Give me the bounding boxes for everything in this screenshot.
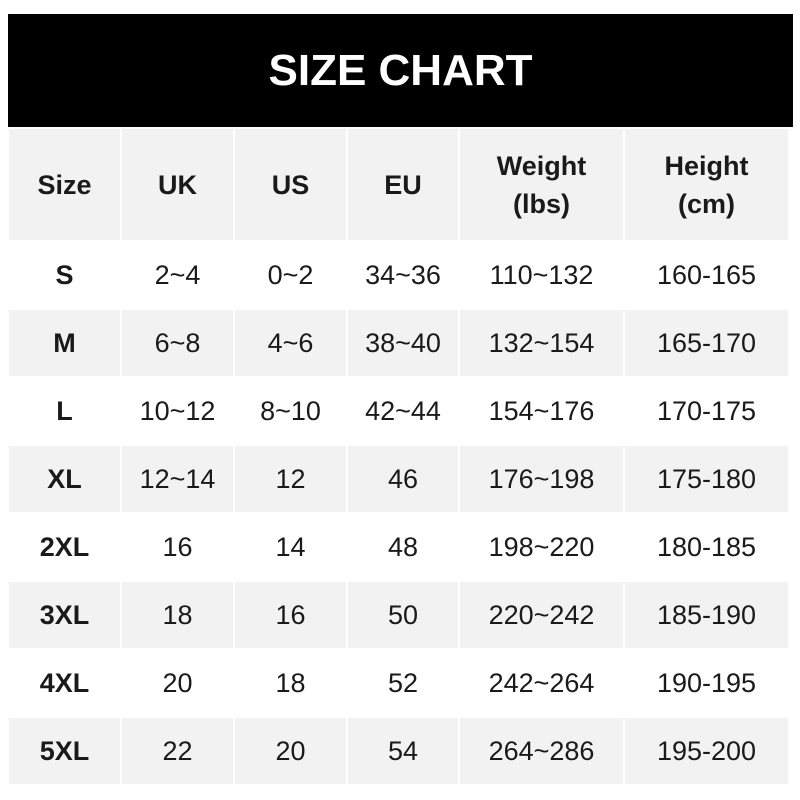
column-header-line: UK [158,169,197,200]
column-header-line: EU [384,169,422,200]
table-cell: 132~154 [460,310,623,376]
size-cell: 5XL [9,718,120,784]
size-chart-table: Size UK US EU Weight (lbs) Height (cm) S 2~4 0~2 3… [7,127,790,786]
table-cell: 16 [235,582,346,648]
table-cell: 4~6 [235,310,346,376]
table-cell: 10~12 [122,378,233,444]
table-row: M 6~8 4~6 38~40 132~154 165-170 [9,310,788,376]
table-cell: 170-175 [625,378,788,444]
table-cell: 185-190 [625,582,788,648]
table-cell: 50 [348,582,458,648]
size-cell: XL [9,446,120,512]
column-header-line: Size [37,169,92,200]
column-header-line: US [271,169,310,200]
column-header-line: (cm) [677,188,735,219]
table-cell: 175-180 [625,446,788,512]
table-cell: 165-170 [625,310,788,376]
table-cell: 190-195 [625,650,788,716]
column-header: Weight (lbs) [460,129,623,240]
size-cell: S [9,242,120,308]
table-cell: 220~242 [460,582,623,648]
table-cell: 34~36 [348,242,458,308]
column-header: EU [348,129,458,240]
table-cell: 20 [122,650,233,716]
table-cell: 14 [235,514,346,580]
table-cell: 154~176 [460,378,623,444]
table-cell: 110~132 [460,242,623,308]
table-cell: 198~220 [460,514,623,580]
table-cell: 160-165 [625,242,788,308]
column-header: UK [122,129,233,240]
table-cell: 195-200 [625,718,788,784]
table-row: 3XL 18 16 50 220~242 185-190 [9,582,788,648]
table-cell: 52 [348,650,458,716]
table-cell: 12 [235,446,346,512]
table-cell: 242~264 [460,650,623,716]
table-row: 2XL 16 14 48 198~220 180-185 [9,514,788,580]
table-cell: 8~10 [235,378,346,444]
table-row: XL 12~14 12 46 176~198 175-180 [9,446,788,512]
column-header-line: (lbs) [513,188,570,219]
column-header: Height (cm) [625,129,788,240]
size-cell: L [9,378,120,444]
table-cell: 48 [348,514,458,580]
table-row: L 10~12 8~10 42~44 154~176 170-175 [9,378,788,444]
table-cell: 42~44 [348,378,458,444]
table-cell: 176~198 [460,446,623,512]
table-cell: 0~2 [235,242,346,308]
size-cell: M [9,310,120,376]
table-cell: 6~8 [122,310,233,376]
size-cell: 4XL [9,650,120,716]
column-header-line: Weight [496,150,587,181]
table-cell: 54 [348,718,458,784]
header-row: Size UK US EU Weight (lbs) Height (cm) [9,129,788,240]
table-row: 4XL 20 18 52 242~264 190-195 [9,650,788,716]
table-cell: 46 [348,446,458,512]
table-cell: 22 [122,718,233,784]
table-cell: 2~4 [122,242,233,308]
table-cell: 12~14 [122,446,233,512]
table-cell: 180-185 [625,514,788,580]
table-cell: 16 [122,514,233,580]
column-header: Size [9,129,120,240]
table-cell: 18 [122,582,233,648]
table-row: S 2~4 0~2 34~36 110~132 160-165 [9,242,788,308]
size-chart-title: SIZE CHART [8,14,793,127]
column-header-line: Height [664,150,749,181]
table-cell: 18 [235,650,346,716]
table-row: 5XL 22 20 54 264~286 195-200 [9,718,788,784]
column-header: US [235,129,346,240]
table-cell: 264~286 [460,718,623,784]
table-cell: 38~40 [348,310,458,376]
table-cell: 20 [235,718,346,784]
size-cell: 2XL [9,514,120,580]
size-cell: 3XL [9,582,120,648]
